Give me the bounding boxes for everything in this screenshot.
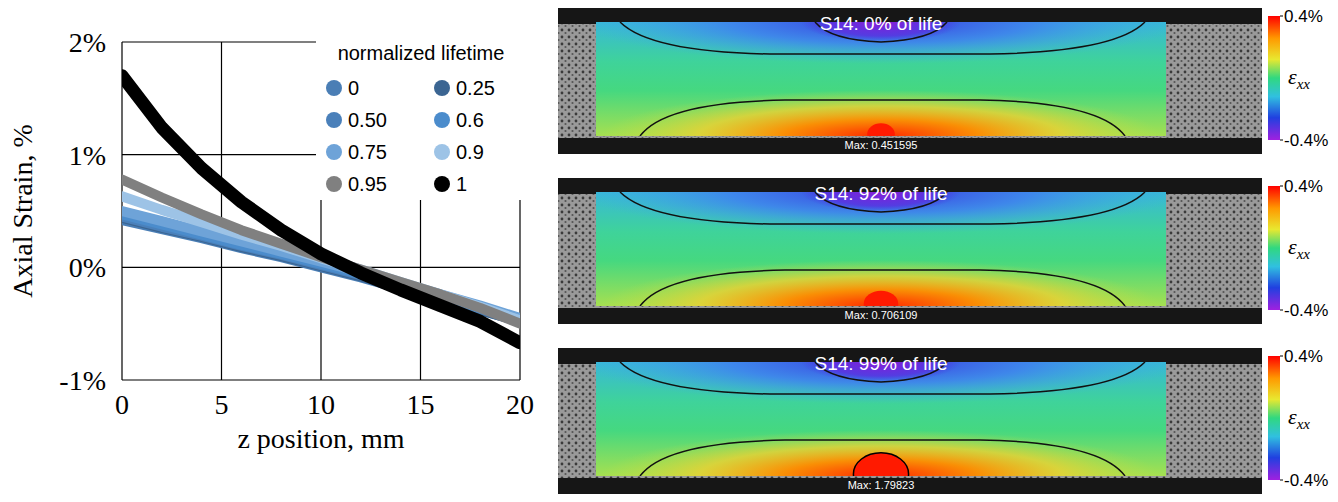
- colorbar-tick-label: 0.4%: [1284, 347, 1323, 366]
- tension-zone: [601, 90, 1161, 136]
- colorbar-tick: [1280, 356, 1283, 357]
- contour: [640, 270, 1125, 306]
- legend-label: 0.6: [456, 109, 484, 131]
- colorbar-label: εxx: [1288, 234, 1310, 262]
- colorbar-scale: [1268, 356, 1280, 480]
- colorbar-label-symbol: ε: [1288, 234, 1297, 259]
- x-tick-label: 0: [115, 389, 129, 420]
- strain-field: [596, 192, 1166, 306]
- colorbar-tick-label: -0.4%: [1284, 301, 1328, 320]
- x-grid-line: [221, 42, 222, 380]
- legend-label: 0.95: [348, 173, 387, 195]
- colorbar-tick: [1280, 480, 1283, 481]
- colorbar-label: εxx: [1288, 64, 1310, 92]
- y-tick-label: 2%: [69, 27, 106, 58]
- legend-label: 0: [348, 77, 359, 99]
- compression-zone: [596, 192, 1166, 234]
- max-label: Max: 1.79823: [848, 479, 915, 491]
- colorbar-tick-label: 0.4%: [1284, 7, 1323, 26]
- y-tick-label: 1%: [69, 140, 106, 171]
- max-strain-hotspot: [853, 453, 908, 476]
- strain-field: [596, 362, 1166, 476]
- panel-title: S14: 99% of life: [814, 353, 947, 374]
- panel-title: S14: 92% of life: [814, 183, 947, 204]
- max-strain-hotspot: [867, 123, 895, 136]
- colorbar-tick: [1280, 186, 1283, 187]
- legend-title: normalized lifetime: [338, 42, 505, 64]
- tension-zone: [601, 430, 1161, 476]
- legend-marker: [326, 144, 342, 160]
- legend-label: 0.75: [348, 141, 387, 163]
- legend-background: [316, 40, 526, 200]
- colorbar-tick-label: 0.4%: [1284, 177, 1323, 196]
- compression-core: [801, 362, 961, 382]
- legend-marker: [434, 80, 450, 96]
- max-label: Max: 0.451595: [845, 139, 918, 151]
- colorbar-label-subscript: xx: [1296, 76, 1311, 92]
- contour: [640, 440, 1125, 476]
- compression-zone: [596, 362, 1166, 404]
- colorbar-label-subscript: xx: [1296, 416, 1311, 432]
- colorbar-scale: [1268, 186, 1280, 310]
- dic-panel: S14: 99% of life Max: 1.79823: [558, 320, 1262, 502]
- colorbar-label-symbol: ε: [1288, 64, 1297, 89]
- colorbar-tick-label: -0.4%: [1284, 471, 1328, 490]
- line-chart: -1%0%1%2%05101520z position, mmAxial Str…: [7, 27, 534, 454]
- legend-label: 1: [456, 173, 467, 195]
- colorbar-tick-label: -0.4%: [1284, 131, 1328, 150]
- colorbar-tick: [1280, 16, 1283, 17]
- dic-panel: S14: 0% of life Max: 0.451595: [558, 0, 1262, 182]
- max-strain-hotspot: [864, 291, 899, 306]
- figure: -1%0%1%2%05101520z position, mmAxial Str…: [0, 0, 1338, 502]
- colorbar-tick: [1280, 310, 1283, 311]
- compression-core: [801, 22, 961, 42]
- legend-marker: [326, 176, 342, 192]
- x-tick-label: 15: [407, 389, 435, 420]
- y-axis-title: Axial Strain, %: [7, 124, 38, 297]
- colorbar-label-subscript: xx: [1296, 246, 1311, 262]
- colorbar-tick: [1280, 140, 1283, 141]
- colorbar-scale: [1268, 16, 1280, 140]
- x-tick-label: 5: [215, 389, 229, 420]
- x-tick-label: 10: [307, 389, 335, 420]
- colorbar: 0.4% -0.4% εxx: [1268, 177, 1328, 320]
- legend-marker: [434, 176, 450, 192]
- compression-zone: [596, 22, 1166, 64]
- tension-zone: [601, 260, 1161, 306]
- legend-marker: [326, 80, 342, 96]
- legend-marker: [434, 112, 450, 128]
- max-label: Max: 0.706109: [845, 309, 918, 321]
- legend-label: 0.50: [348, 109, 387, 131]
- y-tick-label: -1%: [59, 365, 106, 396]
- legend-label: 0.25: [456, 77, 495, 99]
- y-tick-label: 0%: [69, 252, 106, 283]
- colorbar-label: εxx: [1288, 404, 1310, 432]
- colorbar: 0.4% -0.4% εxx: [1268, 347, 1328, 490]
- legend-marker: [434, 144, 450, 160]
- panel-title: S14: 0% of life: [820, 13, 943, 34]
- dic-panel: S14: 92% of life Max: 0.706109: [558, 150, 1262, 352]
- legend-marker: [326, 112, 342, 128]
- x-axis-title: z position, mm: [237, 423, 404, 454]
- legend-label: 0.9: [456, 141, 484, 163]
- compression-core: [801, 192, 961, 212]
- contour: [640, 100, 1125, 136]
- x-tick-label: 20: [506, 389, 534, 420]
- strain-field: [596, 22, 1166, 136]
- colorbar-label-symbol: ε: [1288, 404, 1297, 429]
- legend: normalized lifetime 0 0.25 0.50 0.6 0.75 0.9 0.…: [316, 40, 526, 200]
- colorbar: 0.4% -0.4% εxx: [1268, 7, 1328, 150]
